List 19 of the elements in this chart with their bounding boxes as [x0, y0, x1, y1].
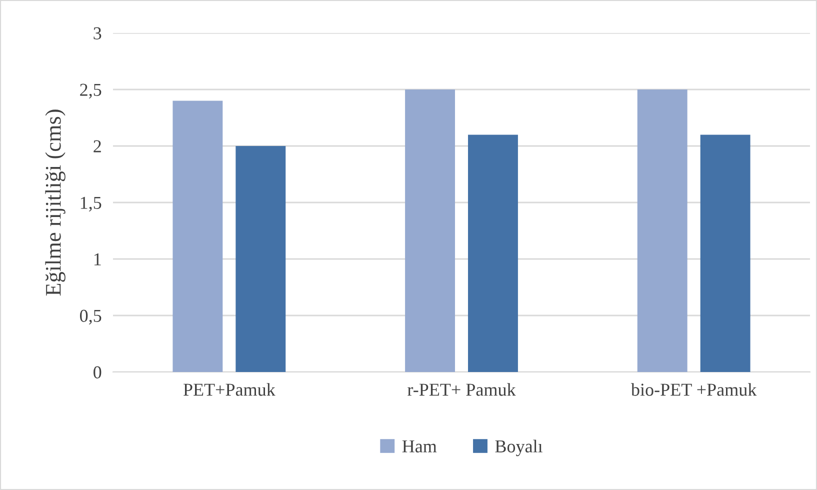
- y-tick-label: 3: [94, 27, 102, 40]
- y-tick-label: 0,5: [80, 310, 102, 325]
- y-tick-label: 1: [94, 253, 101, 266]
- y-tick-label: 0: [94, 366, 102, 378]
- x-tick-label: r-PET+ Pamuk: [408, 383, 516, 396]
- bar: [236, 146, 286, 372]
- bar: [700, 134, 750, 372]
- y-tick-label: 1,5: [80, 196, 102, 212]
- bar: [172, 100, 223, 372]
- x-tick-label: PET+Pamuk: [183, 383, 276, 396]
- bar: [468, 134, 518, 372]
- bar: [637, 90, 688, 372]
- legend-label: Boyalı: [495, 440, 542, 456]
- x-tick-label: bio-PET +Pamuk: [630, 383, 757, 396]
- bar: [405, 90, 455, 372]
- legend-label: Ham: [402, 440, 437, 452]
- y-tick-label: 2: [94, 140, 101, 152]
- y-axis-title: Eğilme rijitliği (cms): [45, 110, 66, 296]
- y-tick-label: 2,5: [80, 84, 102, 99]
